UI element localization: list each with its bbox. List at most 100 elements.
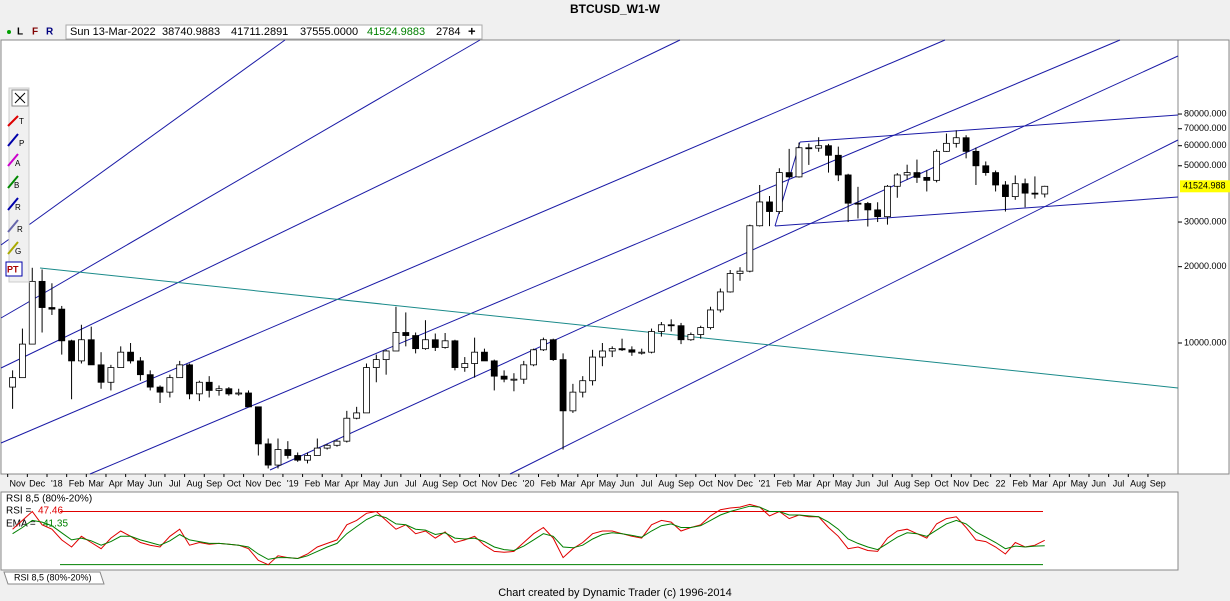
candle-body: [716, 291, 724, 311]
candle-body: [657, 324, 665, 332]
x-tick-label: Jul: [877, 478, 889, 488]
tool-label: R: [15, 203, 21, 212]
x-tick-label: Apr: [1052, 478, 1066, 488]
x-tick-label: Jun: [384, 478, 399, 488]
candle-body: [156, 386, 164, 393]
candle-body: [598, 350, 606, 358]
candle-body: [854, 202, 862, 205]
x-tick-label: Jun: [856, 478, 871, 488]
x-tick-label: Dec: [973, 478, 990, 488]
trend-line[interactable]: [89, 39, 1121, 475]
candle-body: [481, 351, 488, 362]
candle-body: [677, 325, 685, 341]
x-tick-label: Jun: [620, 478, 635, 488]
legend-name: EMA =: [6, 519, 36, 530]
drawings: [0, 39, 1179, 475]
x-tick-label: Feb: [1012, 478, 1028, 488]
tool-icon[interactable]: [7, 175, 19, 189]
flag-r[interactable]: R: [46, 27, 54, 38]
candle-body: [166, 377, 174, 393]
candle-body: [638, 351, 646, 354]
candle-body: [943, 142, 950, 152]
x-tick-label: Sep: [678, 478, 694, 488]
channel-line[interactable]: [799, 114, 1179, 143]
candle-body: [1002, 184, 1009, 197]
candle-body: [107, 367, 115, 383]
tool-icon[interactable]: [7, 197, 19, 211]
ohlc-box: [65, 24, 483, 40]
info-volume: 2784: [436, 26, 460, 38]
candle-body: [1021, 183, 1029, 194]
candle-body: [343, 417, 351, 442]
info-close: 41524.9883: [367, 26, 425, 38]
channel-line[interactable]: [774, 196, 1179, 227]
legend-value: 41.35: [43, 519, 68, 530]
x-tick-label: Sep: [206, 478, 222, 488]
tool-icon[interactable]: [5, 261, 23, 277]
window-title: BTCUSD_W1-W: [570, 2, 661, 16]
candle-body: [1011, 183, 1019, 197]
candle-body: [422, 339, 429, 350]
trend-line[interactable]: [0, 39, 946, 444]
rsi-panel: [0, 491, 1179, 571]
footer: Chart created by Dynamic Trader (c) 1996…: [498, 587, 732, 599]
candle-body: [294, 455, 302, 461]
candle-body: [884, 185, 891, 218]
candle-body: [726, 273, 734, 293]
candle-body: [245, 392, 252, 408]
x-tick-label: Aug: [1130, 478, 1146, 488]
tool-label: B: [14, 181, 19, 190]
x-tick-label: Apr: [345, 478, 359, 488]
x-tick-label: Jun: [1092, 478, 1107, 488]
x-tick-label: Nov: [717, 478, 734, 488]
toolbar-frame: [8, 87, 30, 283]
trend-line[interactable]: [269, 55, 1179, 471]
tool-icon[interactable]: [7, 115, 19, 127]
candle-body: [559, 359, 567, 412]
tool-label: P: [19, 139, 24, 148]
x-tick-label: Dec: [501, 478, 518, 488]
candle-body: [589, 356, 596, 382]
add-button[interactable]: +: [468, 23, 476, 38]
candle-body: [992, 172, 999, 186]
trend-line[interactable]: [0, 39, 481, 319]
candles: [9, 130, 1049, 469]
candle-body: [78, 339, 85, 362]
teal-line[interactable]: [39, 267, 1179, 389]
tool-icon[interactable]: [7, 241, 19, 255]
tool-label: G: [15, 247, 21, 256]
x-tick-label: Sep: [1150, 478, 1166, 488]
flag-l[interactable]: L: [17, 27, 23, 38]
x-tick-label: Jul: [169, 478, 181, 488]
x-tick-label: Nov: [10, 478, 27, 488]
candle-body: [972, 150, 980, 167]
candle-body: [372, 359, 380, 368]
x-tick-label: Feb: [541, 478, 557, 488]
candle-body: [549, 339, 557, 361]
trend-line[interactable]: [0, 39, 286, 246]
candle-body: [304, 455, 311, 461]
candle-body: [608, 348, 616, 352]
tool-label: R: [17, 225, 23, 234]
tool-label: T: [19, 117, 24, 126]
candle-body: [825, 145, 832, 156]
tool-icon[interactable]: [7, 153, 19, 167]
candle-body: [530, 349, 537, 366]
candle-body: [874, 209, 882, 218]
panel-tab[interactable]: [3, 571, 105, 585]
candle-body: [785, 172, 793, 178]
candle-body: [127, 351, 134, 362]
candle-body: [648, 331, 655, 353]
candle-body: [756, 201, 764, 227]
trend-line[interactable]: [509, 139, 1179, 475]
trend-line[interactable]: [0, 39, 681, 369]
tool-icon[interactable]: [7, 133, 19, 147]
flag-f[interactable]: F: [32, 27, 38, 38]
candle-body: [952, 137, 960, 144]
x-tick-label: Dec: [29, 478, 46, 488]
candle-body: [844, 174, 852, 204]
x-tick-label: Oct: [699, 478, 714, 488]
candle-body: [382, 350, 390, 361]
tool-icon[interactable]: [7, 219, 19, 233]
x-tick-label: Mar: [1032, 478, 1048, 488]
